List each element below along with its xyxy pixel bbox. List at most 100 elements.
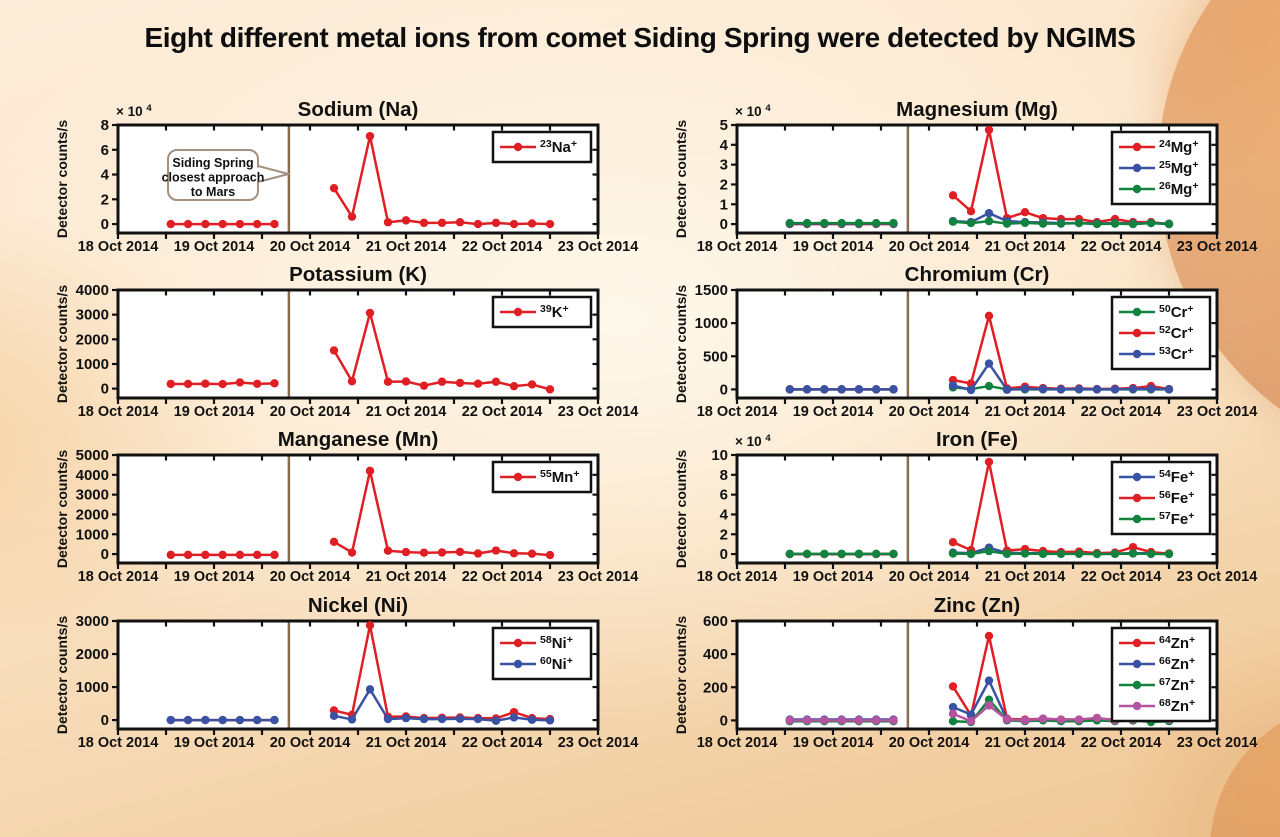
y-axis-scale-label: × 10 4 [116, 103, 152, 119]
x-tick-label: 22 Oct 2014 [462, 404, 543, 420]
y-tick-label: 0 [720, 712, 728, 729]
legend: 50Cr+ 52Cr+ 53Cr+ [1110, 295, 1212, 371]
legend-label-66Zn: 66Zn+ [1159, 655, 1195, 673]
y-tick-label: 2 [720, 176, 728, 193]
y-tick-label: 0 [720, 216, 728, 233]
legend-label-50Cr: 50Cr+ [1159, 303, 1194, 321]
axis-ticks [731, 453, 1219, 569]
x-tick-label: 22 Oct 2014 [1081, 239, 1162, 255]
panel-title: Potassium (K) [289, 263, 427, 286]
y-tick-label: 1000 [76, 356, 109, 373]
y-tick-label: 8 [101, 117, 109, 134]
x-tick-label: 22 Oct 2014 [1081, 569, 1162, 585]
y-tick-label: 0 [101, 216, 109, 233]
x-tick-label: 21 Oct 2014 [366, 239, 447, 255]
axis-ticks [112, 619, 600, 735]
y-tick-label: 5000 [76, 447, 109, 464]
x-tick-label: 18 Oct 2014 [697, 569, 778, 585]
panel-manganese: 18 Oct 2014 19 Oct 2014 20 Oct 2014 21 Oct … [54, 428, 639, 585]
legend-label-67Zn: 67Zn+ [1159, 676, 1195, 694]
legend-label-56Fe: 56Fe+ [1159, 489, 1194, 507]
panel-title: Nickel (Ni) [308, 594, 408, 617]
y-tick-label: 1000 [76, 679, 109, 696]
page-title: Eight different metal ions from comet Si… [144, 22, 1136, 53]
legend: 24Mg+ 25Mg+ 26Mg+ [1110, 130, 1212, 206]
legend-label-55Mn: 55Mn+ [540, 468, 580, 486]
panel-iron: 18 Oct 2014 19 Oct 2014 20 Oct 2014 21 Oct … [673, 428, 1258, 585]
y-tick-label: 500 [703, 348, 728, 365]
axis-ticks [731, 619, 1219, 735]
x-tick-label: 19 Oct 2014 [793, 239, 874, 255]
x-tick-label: 21 Oct 2014 [985, 404, 1066, 420]
legend: 23Na+ [491, 130, 593, 164]
series-39K [166, 308, 555, 394]
x-tick-label: 23 Oct 2014 [558, 569, 639, 585]
x-tick-label: 18 Oct 2014 [78, 404, 159, 420]
axis-ticks [112, 288, 600, 404]
axis-ticks [731, 123, 1219, 239]
x-tick-label: 20 Oct 2014 [270, 569, 351, 585]
y-axis-label: Detector counts/s [54, 285, 70, 403]
x-tick-label: 22 Oct 2014 [462, 569, 543, 585]
legend-label-39K: 39K+ [540, 303, 569, 321]
panel-zinc: 18 Oct 2014 19 Oct 2014 20 Oct 2014 21 Oct … [673, 594, 1258, 751]
y-tick-label: 0 [101, 546, 109, 563]
y-tick-label: 0 [720, 381, 728, 398]
legend-label-64Zn: 64Zn+ [1159, 634, 1195, 652]
y-tick-label: 3000 [76, 487, 109, 504]
y-axis-label: Detector counts/s [673, 616, 689, 734]
y-tick-label: 3000 [76, 613, 109, 630]
x-tick-label: 20 Oct 2014 [889, 404, 970, 420]
x-tick-label: 18 Oct 2014 [78, 569, 159, 585]
x-tick-label: 23 Oct 2014 [1177, 569, 1258, 585]
y-tick-label: 0 [101, 712, 109, 729]
x-tick-label: 20 Oct 2014 [270, 239, 351, 255]
legend-label-23Na: 23Na+ [540, 138, 577, 156]
x-tick-label: 18 Oct 2014 [697, 239, 778, 255]
x-tick-label: 22 Oct 2014 [1081, 404, 1162, 420]
y-axis-label: Detector counts/s [673, 120, 689, 238]
y-tick-label: 400 [703, 646, 728, 663]
legend: 39K+ [491, 295, 593, 329]
x-tick-label: 23 Oct 2014 [558, 404, 639, 420]
x-tick-label: 22 Oct 2014 [462, 735, 543, 751]
legend-label-26Mg: 26Mg+ [1159, 180, 1199, 198]
y-tick-label: 4000 [76, 282, 109, 299]
legend: 58Ni+ 60Ni+ [491, 626, 593, 681]
x-tick-label: 20 Oct 2014 [889, 735, 970, 751]
legend: 54Fe+ 56Fe+ 57Fe+ [1110, 460, 1212, 536]
x-tick-label: 21 Oct 2014 [366, 735, 447, 751]
series-60Ni [166, 685, 555, 725]
x-tick-label: 23 Oct 2014 [1177, 735, 1258, 751]
legend-label-25Mg: 25Mg+ [1159, 159, 1199, 177]
y-tick-label: 4 [720, 506, 729, 523]
panel-potassium: 18 Oct 2014 19 Oct 2014 20 Oct 2014 21 Oct … [54, 263, 639, 420]
x-tick-label: 19 Oct 2014 [174, 239, 255, 255]
legend-label-54Fe: 54Fe+ [1159, 468, 1194, 486]
legend-label-53Cr: 53Cr+ [1159, 345, 1194, 363]
legend-label-52Cr: 52Cr+ [1159, 324, 1194, 342]
y-tick-label: 6 [101, 142, 109, 159]
y-axis-scale-label: × 10 4 [735, 433, 771, 449]
series-55Mn [166, 466, 555, 560]
legend-label-58Ni: 58Ni+ [540, 634, 573, 652]
y-tick-label: 600 [703, 613, 728, 630]
y-tick-label: 5 [720, 117, 728, 134]
x-tick-label: 18 Oct 2014 [78, 735, 159, 751]
axis-ticks [731, 288, 1219, 404]
panel-nickel: 18 Oct 2014 19 Oct 2014 20 Oct 2014 21 Oct … [54, 594, 638, 751]
panel-title: Iron (Fe) [936, 428, 1018, 451]
x-tick-label: 19 Oct 2014 [793, 735, 874, 751]
y-tick-label: 200 [703, 679, 728, 696]
y-axis-label: Detector counts/s [673, 285, 689, 403]
x-tick-label: 18 Oct 2014 [697, 735, 778, 751]
x-tick-label: 21 Oct 2014 [985, 239, 1066, 255]
y-tick-label: 0 [101, 381, 109, 398]
x-tick-label: 21 Oct 2014 [985, 735, 1066, 751]
panel-title: Magnesium (Mg) [896, 98, 1058, 121]
y-tick-label: 2000 [76, 506, 109, 523]
x-tick-label: 19 Oct 2014 [174, 404, 255, 420]
series-26Mg [785, 216, 1174, 229]
